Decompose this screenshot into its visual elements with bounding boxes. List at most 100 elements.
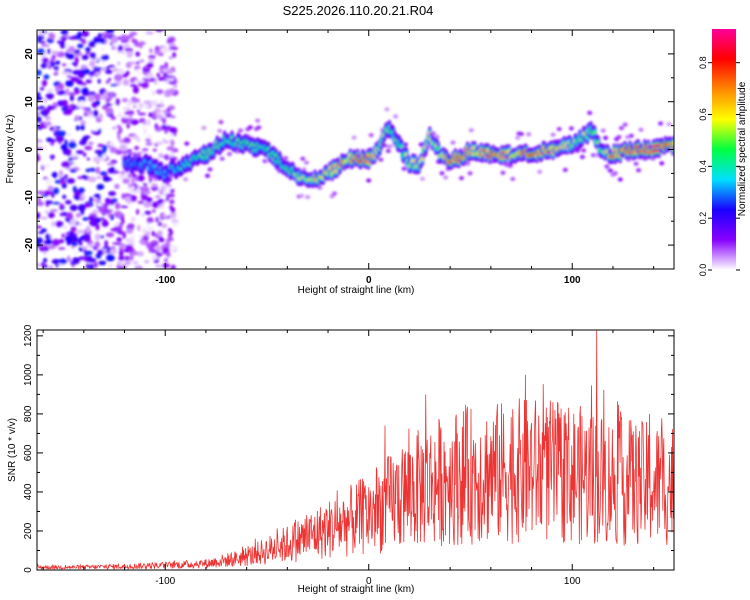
- heatmap-cell: [366, 178, 372, 183]
- y-tick-label: 800: [23, 405, 34, 422]
- heatmap-cell: [65, 88, 70, 96]
- heatmap-cell: [156, 141, 165, 145]
- heatmap-cell: [65, 80, 74, 87]
- heatmap-cell: [256, 125, 262, 130]
- heatmap-cell: [111, 170, 120, 174]
- heatmap-cell: [139, 239, 146, 245]
- heatmap-cell: [62, 194, 67, 199]
- heatmap-cell: [80, 124, 85, 131]
- heatmap-cell: [51, 258, 61, 265]
- heatmap-cell: [638, 127, 644, 132]
- heatmap-cell: [166, 146, 175, 151]
- heatmap-cell: [148, 55, 156, 60]
- heatmap-cell: [74, 115, 80, 121]
- heatmap-cell: [619, 126, 624, 131]
- heatmap-cell: [160, 186, 167, 191]
- heatmap-cell: [304, 160, 309, 165]
- heatmap-cell: [62, 225, 68, 230]
- heatmap-cell: [93, 261, 98, 269]
- heatmap-cell: [72, 185, 77, 193]
- heatmap-cell: [172, 52, 177, 58]
- heatmap-cell: [88, 40, 97, 48]
- heatmap-cell: [39, 87, 45, 91]
- heatmap-cell: [105, 232, 115, 238]
- heatmap-cell: [145, 31, 154, 35]
- heatmap-cell: [89, 196, 94, 203]
- heatmap-cell: [93, 66, 97, 74]
- heatmap-cell: [99, 37, 106, 42]
- heatmap-cell: [43, 74, 50, 80]
- heatmap-cell: [156, 236, 164, 239]
- heatmap-cell: [106, 254, 115, 262]
- snr-y-ticks: 0 200 400 600 800 1000 1200: [23, 324, 674, 573]
- heatmap-cell: [117, 133, 121, 140]
- heatmap-cell: [172, 156, 178, 161]
- heatmap-cell: [102, 218, 107, 224]
- heatmap-cell: [556, 127, 562, 132]
- heatmap-cell: [351, 135, 357, 140]
- heatmap-cell: [300, 156, 306, 161]
- heatmap-cell: [58, 239, 65, 244]
- y-tick-label: 0: [23, 567, 34, 573]
- heatmap-cell: [155, 252, 163, 257]
- heatmap-cell: [402, 142, 408, 147]
- heatmap-cell: [77, 31, 82, 38]
- heatmap-cell: [217, 128, 223, 133]
- heatmap-cell: [95, 100, 101, 106]
- heatmap-cell: [75, 212, 82, 218]
- heatmap-cell: [101, 55, 109, 61]
- heatmap-cell: [119, 261, 123, 267]
- heatmap-cell: [160, 65, 166, 69]
- heatmap-cell: [168, 174, 174, 179]
- heatmap-cell: [108, 191, 116, 196]
- heatmap-cell: [166, 184, 172, 188]
- snr-series-line: [37, 330, 674, 570]
- heatmap-cell: [138, 235, 143, 238]
- heatmap-cell: [125, 62, 132, 68]
- heatmap-cell: [108, 93, 115, 98]
- heatmap-cell: [44, 210, 49, 215]
- colorbar-tick-label: 0.8: [698, 56, 708, 69]
- heatmap-cell: [157, 188, 161, 196]
- heatmap-cell: [88, 141, 94, 146]
- heatmap-cell: [156, 245, 160, 252]
- heatmap-cell: [165, 75, 174, 79]
- heatmap-cell: [143, 127, 147, 134]
- heatmap-cell: [163, 258, 169, 263]
- heatmap-cell: [317, 185, 323, 190]
- heatmap-cell: [94, 233, 101, 241]
- heatmap-cell: [205, 173, 210, 178]
- heatmap-cell: [55, 60, 61, 65]
- heatmap-cell: [166, 40, 173, 44]
- heatmap-cell: [332, 191, 337, 196]
- heatmap-cell: [164, 128, 168, 134]
- spectrogram-y-axis-label: Frequency (Hz): [5, 115, 16, 184]
- heatmap-cell: [89, 263, 94, 269]
- heatmap-cell: [81, 246, 89, 249]
- heatmap-cell: [107, 65, 116, 68]
- heatmap-cell: [518, 132, 524, 136]
- heatmap-cell: [82, 136, 89, 141]
- heatmap-cell: [96, 183, 105, 191]
- heatmap-cell: [160, 214, 169, 218]
- heatmap-cell: [64, 139, 68, 146]
- heatmap-cell: [166, 89, 176, 94]
- heatmap-cell: [106, 162, 115, 166]
- heatmap-cell: [124, 255, 130, 261]
- heatmap-cell: [164, 136, 171, 142]
- heatmap-cell: [126, 50, 133, 58]
- heatmap-cell: [137, 251, 144, 257]
- heatmap-cell: [101, 47, 105, 51]
- heatmap-cell: [169, 199, 175, 205]
- heatmap-cell: [141, 81, 149, 89]
- heatmap-cell: [89, 52, 94, 59]
- heatmap-cell: [61, 63, 67, 67]
- heatmap-cell: [85, 109, 93, 116]
- heatmap-cell: [136, 137, 141, 143]
- heatmap-cell: [154, 123, 158, 130]
- heatmap-cell: [149, 77, 156, 82]
- heatmap-cell: [130, 234, 135, 241]
- heatmap-cell: [131, 178, 135, 184]
- heatmap-cell: [144, 80, 151, 83]
- heatmap-cell: [53, 125, 57, 132]
